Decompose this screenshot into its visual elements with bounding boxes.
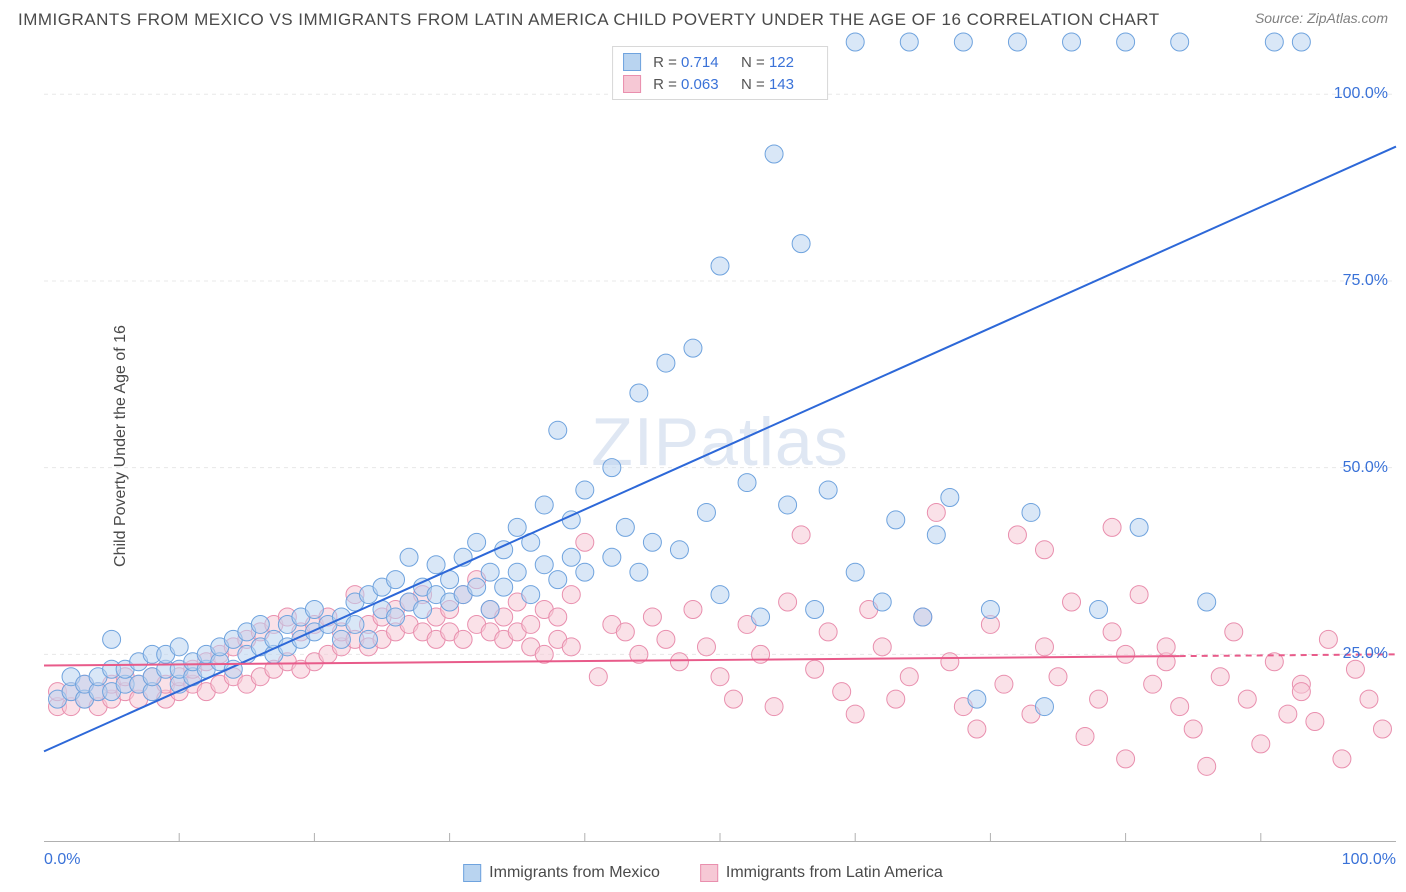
series-legend: Immigrants from Mexico Immigrants from L…: [463, 864, 943, 882]
legend-item-mexico: Immigrants from Mexico: [463, 864, 660, 882]
y-tick-label: 25.0%: [1343, 645, 1388, 663]
stats-row-mexico: R = 0.714 N = 122: [623, 51, 817, 73]
source-attribution: Source: ZipAtlas.com: [1255, 10, 1388, 26]
x-tick-max: 100.0%: [1342, 851, 1396, 869]
plot-container: ZIPatlas R = 0.714 N = 122 R = 0.063 N =…: [44, 42, 1396, 842]
stats-legend: R = 0.714 N = 122 R = 0.063 N = 143: [612, 46, 828, 100]
chart-title: IMMIGRANTS FROM MEXICO VS IMMIGRANTS FRO…: [18, 10, 1160, 30]
scatter-plot: [44, 42, 1396, 841]
y-tick-label: 75.0%: [1343, 272, 1388, 290]
stats-row-latin-america: R = 0.063 N = 143: [623, 73, 817, 95]
x-tick-min: 0.0%: [44, 851, 80, 869]
y-tick-label: 50.0%: [1343, 459, 1388, 477]
swatch-latin-america: [623, 75, 641, 93]
y-tick-label: 100.0%: [1334, 85, 1388, 103]
plot-area: ZIPatlas R = 0.714 N = 122 R = 0.063 N =…: [44, 42, 1396, 842]
swatch-mexico: [463, 864, 481, 882]
swatch-latin-america: [700, 864, 718, 882]
swatch-mexico: [623, 53, 641, 71]
legend-item-latin-america: Immigrants from Latin America: [700, 864, 943, 882]
